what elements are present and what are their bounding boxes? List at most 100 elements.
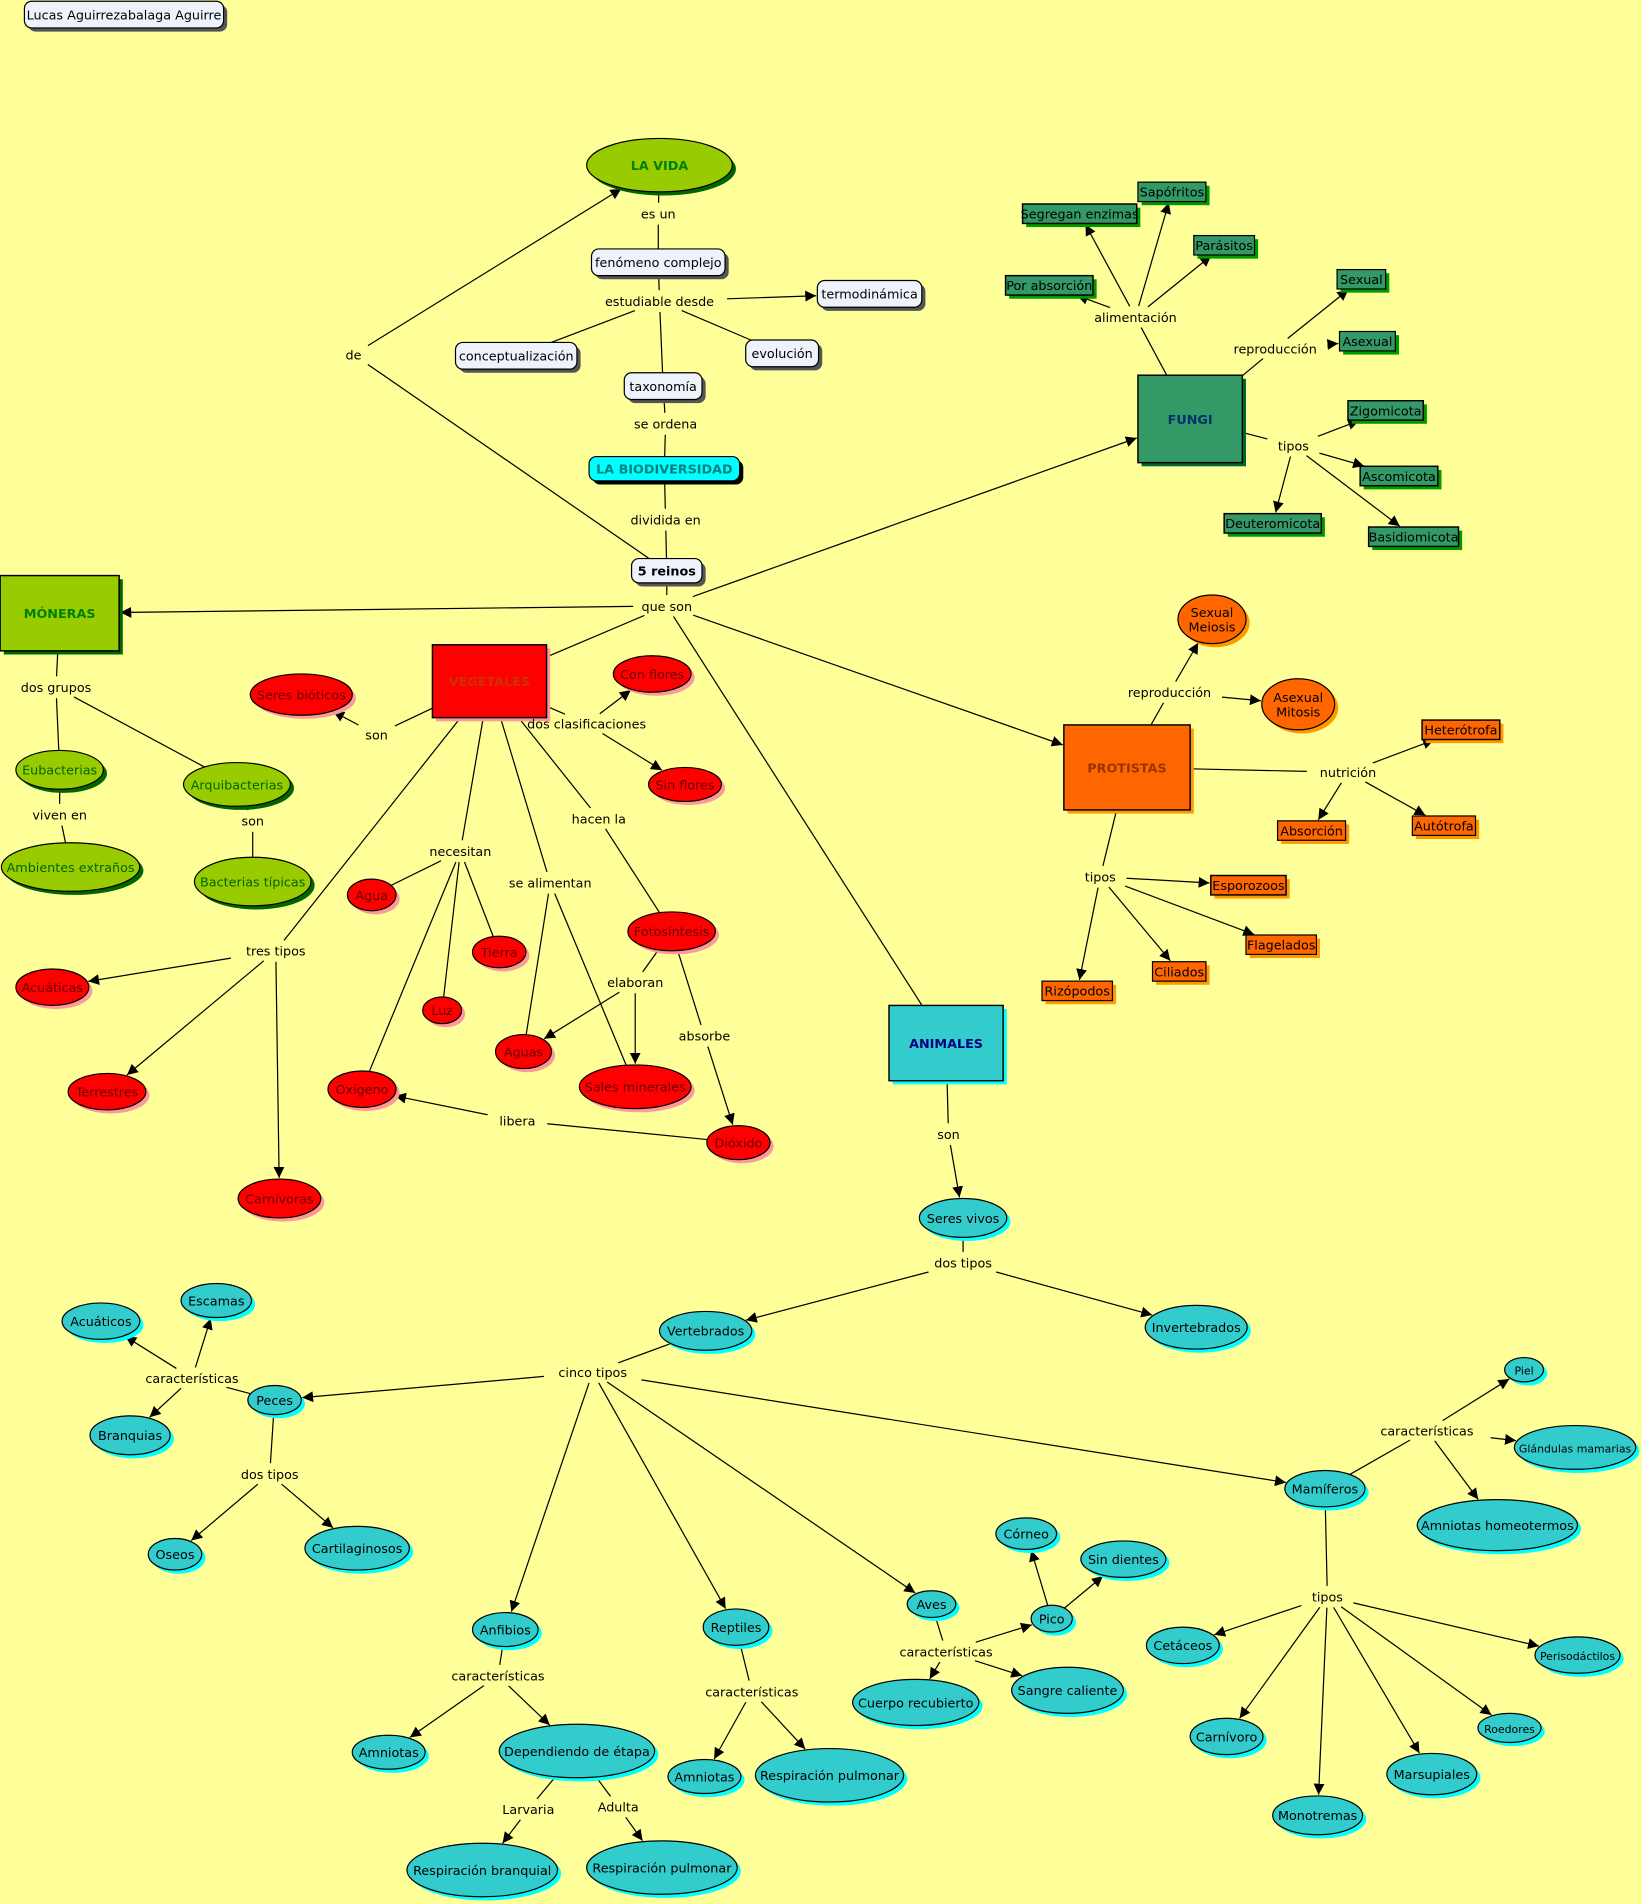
linking-phrase-reprod-f[interactable]: reproducción bbox=[1234, 342, 1317, 357]
concept-marsupiales[interactable]: Marsupiales bbox=[1386, 1752, 1481, 1799]
concept-dioxido[interactable]: Dióxido bbox=[706, 1125, 774, 1164]
linking-phrase-adulta[interactable]: Adulta bbox=[598, 1801, 639, 1816]
linking-phrase-dividida[interactable]: dividida en bbox=[630, 514, 700, 529]
concept-arquibacterias[interactable]: Arquibacterias bbox=[182, 761, 295, 810]
concept-resp-branquial[interactable]: Respiración branquial bbox=[406, 1842, 562, 1901]
concept-piel[interactable]: Piel bbox=[1504, 1356, 1548, 1386]
linking-phrase-viven-en[interactable]: viven en bbox=[32, 809, 87, 824]
linking-phrase-alimentacion[interactable]: alimentación bbox=[1094, 311, 1177, 326]
concept-carnivoro[interactable]: Carnívoro bbox=[1189, 1717, 1267, 1759]
linking-phrase-se-alimentan[interactable]: se alimentan bbox=[509, 877, 592, 892]
concept-absorcion-p[interactable]: Absorción bbox=[1276, 820, 1350, 844]
linking-phrase-hacen-la[interactable]: hacen la bbox=[572, 812, 626, 827]
concept-basidiomicota[interactable]: Basidiomicota bbox=[1367, 526, 1463, 551]
linking-phrase-estudiable[interactable]: estudiable desde bbox=[605, 295, 714, 310]
concept-ascomicota[interactable]: Ascomicota bbox=[1359, 465, 1442, 490]
concept-dependiendo[interactable]: Dependiendo de étapa bbox=[498, 1723, 659, 1782]
concept-autotrofa[interactable]: Autótrofa bbox=[1411, 815, 1480, 840]
concept-asexual-p[interactable]: Asexual Mitosis bbox=[1261, 678, 1339, 734]
concept-amniotas-rep[interactable]: Amniotas bbox=[667, 1758, 745, 1798]
concept-tierra[interactable]: Tierra bbox=[471, 935, 530, 972]
linking-phrase-tipos-p[interactable]: tipos bbox=[1085, 871, 1116, 886]
concept-author[interactable]: Lucas Aguirrezabalaga Aguirre bbox=[23, 0, 228, 32]
concept-carnivoras[interactable]: Carnívoras bbox=[237, 1178, 325, 1222]
concept-glandulas[interactable]: Glándulas mamarias bbox=[1513, 1424, 1640, 1473]
concept-esporozoos[interactable]: Esporozoos bbox=[1210, 874, 1290, 899]
concept-seres-bioticos[interactable]: Seres bióticos bbox=[249, 673, 356, 719]
concept-por-absorcion[interactable]: Por absorción bbox=[1004, 274, 1097, 299]
linking-phrase-dos-tipos-p[interactable]: dos tipos bbox=[241, 1468, 299, 1483]
concept-deuteromicota[interactable]: Deuteromicota bbox=[1223, 512, 1325, 537]
concept-biodiv[interactable]: LA BIODIVERSIDAD bbox=[588, 455, 744, 485]
concept-agua[interactable]: Agua bbox=[346, 878, 400, 915]
concept-segregan[interactable]: Segregan enzimas bbox=[1021, 203, 1141, 228]
concept-amniotas-homeo[interactable]: Amniotas homeotermos bbox=[1416, 1499, 1582, 1555]
concept-aves[interactable]: Aves bbox=[906, 1590, 960, 1622]
concept-oxigeno[interactable]: Oxígeno bbox=[327, 1070, 400, 1112]
linking-phrase-reprod-p[interactable]: reproducción bbox=[1128, 686, 1211, 701]
linking-phrase-es-un[interactable]: es un bbox=[641, 208, 676, 223]
concept-zigomicota[interactable]: Zigomicota bbox=[1347, 399, 1427, 424]
concept-moneras[interactable]: MÓNERAS bbox=[0, 574, 123, 655]
concept-escamas[interactable]: Escamas bbox=[180, 1282, 256, 1322]
linking-phrase-nutricion[interactable]: nutrición bbox=[1320, 766, 1376, 781]
linking-phrase-absorbe[interactable]: absorbe bbox=[679, 1030, 731, 1045]
linking-phrase-que-son[interactable]: que son bbox=[641, 600, 692, 615]
linking-phrase-elaboran[interactable]: elaboran bbox=[607, 976, 663, 991]
concept-cuerpo[interactable]: Cuerpo recubierto bbox=[851, 1678, 983, 1730]
concept-vida[interactable]: LA VIDA bbox=[586, 137, 736, 196]
concept-amniotas-anf[interactable]: Amniotas bbox=[351, 1734, 429, 1773]
linking-phrase-carac-rep[interactable]: características bbox=[705, 1685, 799, 1700]
concept-cartilaginosos[interactable]: Cartilaginosos bbox=[304, 1525, 413, 1574]
concept-resp-pulmonar-rep[interactable]: Respiración pulmonar bbox=[754, 1747, 908, 1806]
concept-sexual-f[interactable]: Sexual bbox=[1336, 268, 1390, 293]
linking-phrase-se-ordena[interactable]: se ordena bbox=[634, 418, 697, 433]
concept-anfibios[interactable]: Anfibios bbox=[471, 1611, 542, 1651]
linking-phrase-tipos-mam[interactable]: tipos bbox=[1312, 1591, 1343, 1606]
linking-phrase-son-m[interactable]: son bbox=[241, 815, 264, 830]
concept-flagelados[interactable]: Flagelados bbox=[1245, 934, 1321, 959]
concept-corneo[interactable]: Córneo bbox=[995, 1517, 1061, 1554]
concept-terrestres[interactable]: Terrestres bbox=[67, 1072, 150, 1114]
linking-phrase-libera[interactable]: libera bbox=[499, 1115, 535, 1130]
linking-phrase-carac-peces[interactable]: características bbox=[145, 1372, 239, 1387]
concept-vegetales[interactable]: VEGETALES bbox=[431, 644, 551, 722]
concept-animales[interactable]: ANIMALES bbox=[888, 1004, 1007, 1085]
linking-phrase-carac-aves[interactable]: características bbox=[899, 1645, 993, 1660]
concept-fenomeno[interactable]: fenómeno complejo bbox=[590, 248, 729, 280]
linking-phrase-son-v[interactable]: son bbox=[365, 729, 388, 744]
concept-reptiles[interactable]: Reptiles bbox=[702, 1608, 773, 1649]
concept-heterotrofa[interactable]: Heterótrofa bbox=[1421, 719, 1504, 744]
linking-phrase-dos-tipos-a[interactable]: dos tipos bbox=[934, 1257, 992, 1272]
concept-oseos[interactable]: Oseos bbox=[147, 1537, 206, 1574]
concept-sexual-p[interactable]: Sexual Meiosis bbox=[1177, 594, 1250, 648]
concept-mamiferos[interactable]: Mamíferos bbox=[1284, 1469, 1369, 1511]
concept-protistas[interactable]: PROTISTAS bbox=[1063, 724, 1194, 814]
concept-ambientes[interactable]: Ambientes extraños bbox=[0, 842, 144, 895]
concept-invertebrados[interactable]: Invertebrados bbox=[1144, 1304, 1251, 1353]
concept-seres-vivos[interactable]: Seres vivos bbox=[918, 1197, 1011, 1242]
linking-phrase-dos-grupos[interactable]: dos grupos bbox=[21, 681, 92, 696]
concept-termo[interactable]: termodinámica bbox=[816, 279, 926, 311]
concept-monotremas[interactable]: Monotremas bbox=[1272, 1795, 1367, 1839]
concept-sangre[interactable]: Sangre caliente bbox=[1011, 1666, 1127, 1717]
concept-con-flores[interactable]: Con flores bbox=[612, 655, 695, 696]
concept-resp-pulmonar-anf[interactable]: Respiración pulmonar bbox=[586, 1840, 741, 1898]
concept-sin-dientes[interactable]: Sin dientes bbox=[1080, 1540, 1170, 1581]
concept-vertebrados[interactable]: Vertebrados bbox=[658, 1310, 756, 1354]
concept-pico[interactable]: Pico bbox=[1030, 1604, 1076, 1636]
linking-phrase-tres-tipos[interactable]: tres tipos bbox=[246, 945, 306, 960]
concept-evolucion[interactable]: evolución bbox=[745, 339, 823, 371]
concept-taxonomia[interactable]: taxonomía bbox=[623, 372, 706, 404]
linking-phrase-larvaria[interactable]: Larvaria bbox=[502, 1803, 554, 1818]
concept-roedores[interactable]: Roedores bbox=[1477, 1712, 1545, 1747]
concept-parasitos[interactable]: Parásitos bbox=[1193, 234, 1259, 259]
concept-ciliados[interactable]: Ciliados bbox=[1151, 961, 1210, 985]
concept-cetaceos[interactable]: Cetáceos bbox=[1145, 1626, 1223, 1668]
concept-aguas[interactable]: Aguas bbox=[494, 1033, 556, 1073]
concept-eubacterias[interactable]: Eubacterias bbox=[15, 749, 108, 793]
linking-phrase-carac-anf[interactable]: características bbox=[451, 1670, 545, 1685]
concept-luz[interactable]: Luz bbox=[422, 996, 466, 1028]
linking-phrase-dos-clasif[interactable]: dos clasificaciones bbox=[527, 718, 646, 733]
concept-peces[interactable]: Peces bbox=[247, 1384, 305, 1419]
